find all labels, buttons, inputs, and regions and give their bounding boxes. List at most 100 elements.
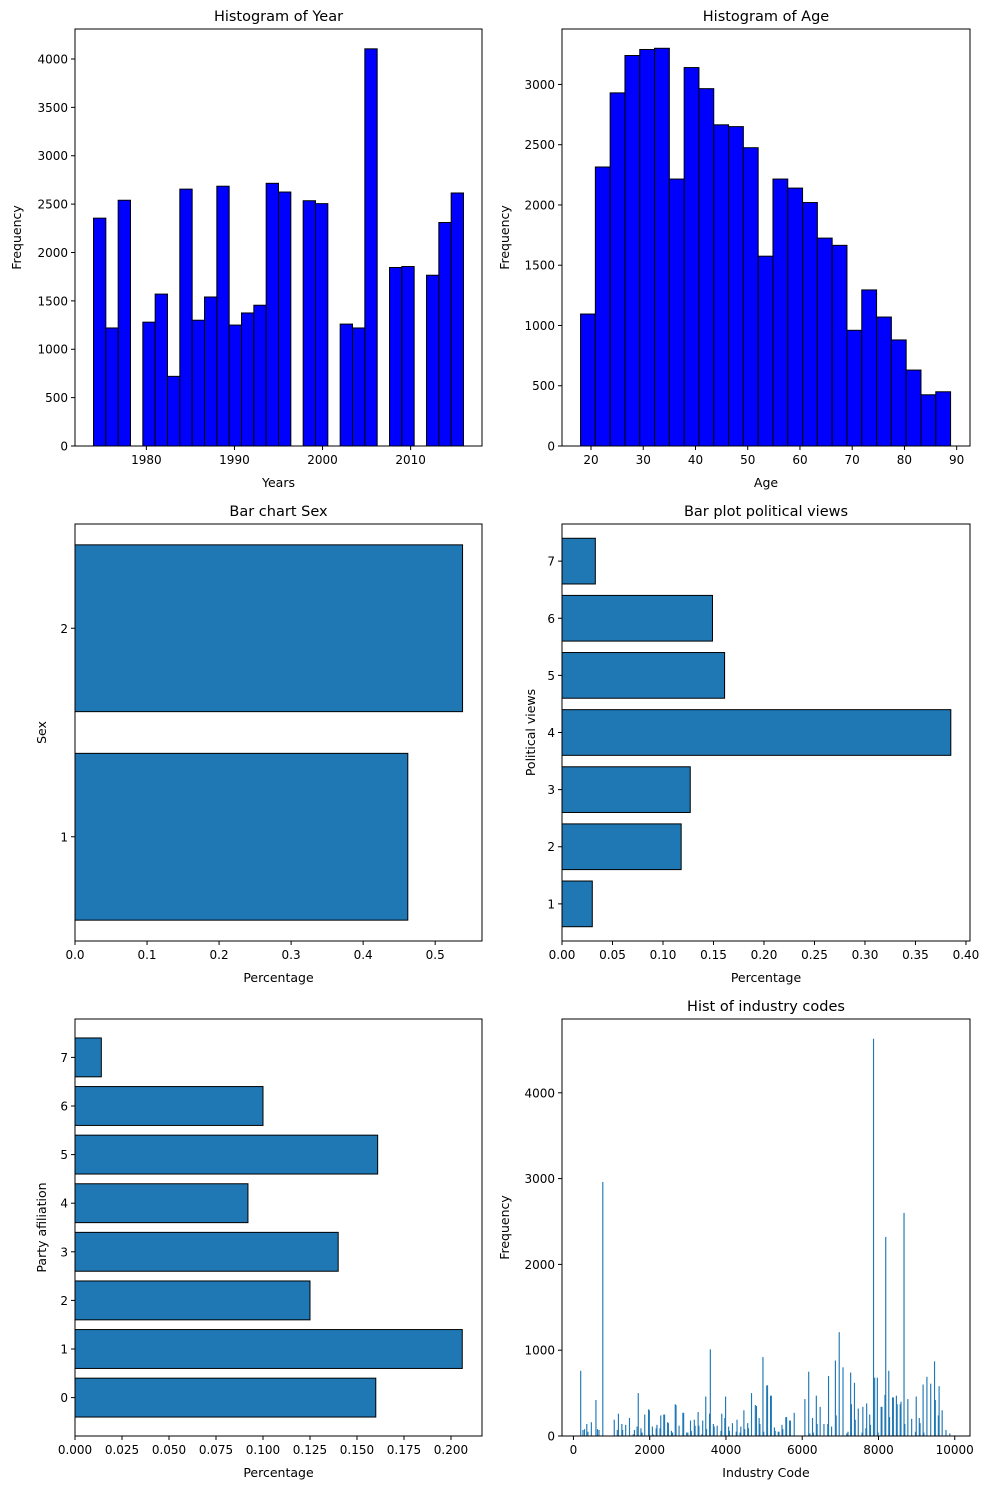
industry-bar bbox=[656, 1424, 658, 1436]
age-bar bbox=[594, 166, 611, 447]
partyid-x-tick-label: 0.025 bbox=[105, 1443, 139, 1457]
year-bar bbox=[339, 323, 353, 447]
industry-y-tick-label: 2000 bbox=[524, 1258, 555, 1272]
year-x-tick-label: 2010 bbox=[395, 453, 426, 467]
industry-bar bbox=[938, 1386, 940, 1436]
industry-bar bbox=[933, 1361, 936, 1436]
industry-bar bbox=[713, 1426, 715, 1436]
polviews-x-tick-label: 0.30 bbox=[852, 948, 879, 962]
industry-bar bbox=[716, 1425, 718, 1436]
industry-bar bbox=[617, 1413, 620, 1436]
industry-bar bbox=[739, 1432, 741, 1436]
age-y-ticks: 0 500 1000 1500 2000 2500 3000 bbox=[524, 78, 562, 454]
industry-bar bbox=[596, 1429, 599, 1436]
industry-bar bbox=[834, 1360, 836, 1436]
year-axes-frame bbox=[74, 28, 483, 447]
industry-bar bbox=[934, 1399, 936, 1436]
industry-bar bbox=[872, 1038, 875, 1436]
industry-bar bbox=[900, 1401, 902, 1436]
industry-bar bbox=[640, 1428, 642, 1436]
industry-bar bbox=[675, 1405, 677, 1436]
year-x-tick-label: 1990 bbox=[219, 453, 250, 467]
year-bar bbox=[93, 217, 107, 447]
industry-bar bbox=[819, 1406, 821, 1436]
age-bar bbox=[639, 48, 656, 447]
industry-bar bbox=[754, 1405, 756, 1436]
year-bar bbox=[154, 293, 169, 447]
industry-bar bbox=[664, 1414, 666, 1436]
industry-bar bbox=[636, 1426, 638, 1436]
partyid-ylabel: Party afiliation bbox=[34, 1182, 49, 1272]
age-bar bbox=[831, 244, 848, 447]
industry-bar bbox=[762, 1357, 764, 1436]
polviews-x-tick-label: 0.25 bbox=[801, 948, 828, 962]
industry-bar bbox=[709, 1349, 711, 1436]
industry-bar bbox=[774, 1430, 776, 1436]
year-x-ticks: 1980 1990 2000 2010 bbox=[131, 446, 426, 467]
industry-bar bbox=[641, 1432, 643, 1436]
industry-bar bbox=[926, 1376, 928, 1436]
polviews-x-ticks: 0.00 0.05 0.10 0.15 0.20 0.25 0.30 0.35 0.40 bbox=[549, 941, 979, 962]
sex-ylabel: Sex bbox=[34, 721, 49, 744]
partyid-bar bbox=[74, 1377, 377, 1418]
age-x-tick-label: 30 bbox=[636, 453, 651, 467]
industry-bar bbox=[770, 1395, 772, 1436]
industry-bar bbox=[857, 1408, 859, 1436]
industry-x-tick-label: 4000 bbox=[711, 1443, 742, 1457]
age-y-tick-label: 3000 bbox=[524, 78, 555, 92]
polviews-x-tick-label: 0.05 bbox=[599, 948, 626, 962]
industry-bar bbox=[880, 1406, 882, 1436]
age-bar bbox=[846, 329, 863, 447]
industry-bar bbox=[827, 1423, 829, 1436]
industry-bar bbox=[804, 1399, 806, 1436]
industry-bar bbox=[736, 1419, 738, 1436]
industry-bar bbox=[884, 1394, 886, 1436]
industry-bar bbox=[647, 1409, 650, 1436]
industry-bar bbox=[708, 1413, 711, 1436]
industry-bar bbox=[904, 1423, 906, 1436]
industry-bar bbox=[721, 1413, 723, 1436]
sex-x-tick-label: 0.5 bbox=[426, 948, 445, 962]
year-y-tick-label: 500 bbox=[45, 391, 68, 405]
age-bar bbox=[757, 255, 774, 447]
industry-bar bbox=[697, 1411, 699, 1436]
age-y-tick-label: 1000 bbox=[524, 319, 555, 333]
industry-bar bbox=[663, 1414, 665, 1436]
polviews-y-tick-label: 7 bbox=[547, 555, 555, 569]
sex-bar bbox=[74, 752, 409, 921]
industry-bar bbox=[865, 1428, 867, 1436]
year-y-tick-label: 2000 bbox=[37, 246, 68, 260]
industry-bar bbox=[853, 1382, 856, 1436]
industry-bar bbox=[705, 1396, 707, 1436]
partyid-bar bbox=[74, 1134, 379, 1175]
industry-bar bbox=[683, 1412, 685, 1436]
polviews-xlabel: Percentage bbox=[731, 970, 802, 985]
industry-bar bbox=[705, 1429, 708, 1436]
year-bar bbox=[265, 182, 279, 447]
partyid-xlabel: Percentage bbox=[243, 1465, 314, 1480]
industry-bar bbox=[735, 1431, 737, 1436]
partyid-x-tick-label: 0.200 bbox=[434, 1443, 468, 1457]
industry-bar bbox=[622, 1429, 624, 1436]
year-bar bbox=[364, 48, 378, 447]
year-y-tick-label: 4000 bbox=[37, 52, 68, 66]
age-bar bbox=[816, 237, 833, 447]
industry-bar bbox=[633, 1429, 636, 1436]
industry-bar bbox=[755, 1405, 758, 1436]
industry-x-tick-label: 6000 bbox=[787, 1443, 818, 1457]
year-y-tick-label: 1000 bbox=[37, 343, 68, 357]
year-y-tick-label: 3000 bbox=[37, 149, 68, 163]
polviews-bar bbox=[561, 880, 593, 928]
industry-bar bbox=[651, 1426, 653, 1436]
year-bar bbox=[179, 188, 193, 447]
industry-bar bbox=[701, 1434, 703, 1436]
industry-bar bbox=[693, 1419, 695, 1436]
industry-bar bbox=[689, 1420, 692, 1436]
industry-bar bbox=[744, 1429, 746, 1436]
industry-x-tick-label: 0 bbox=[570, 1443, 578, 1457]
sex-bars bbox=[74, 544, 464, 921]
industry-bar bbox=[949, 1433, 951, 1436]
age-y-tick-label: 2500 bbox=[524, 138, 555, 152]
industry-bar bbox=[874, 1377, 876, 1436]
industry-y-tick-label: 0 bbox=[547, 1430, 555, 1444]
